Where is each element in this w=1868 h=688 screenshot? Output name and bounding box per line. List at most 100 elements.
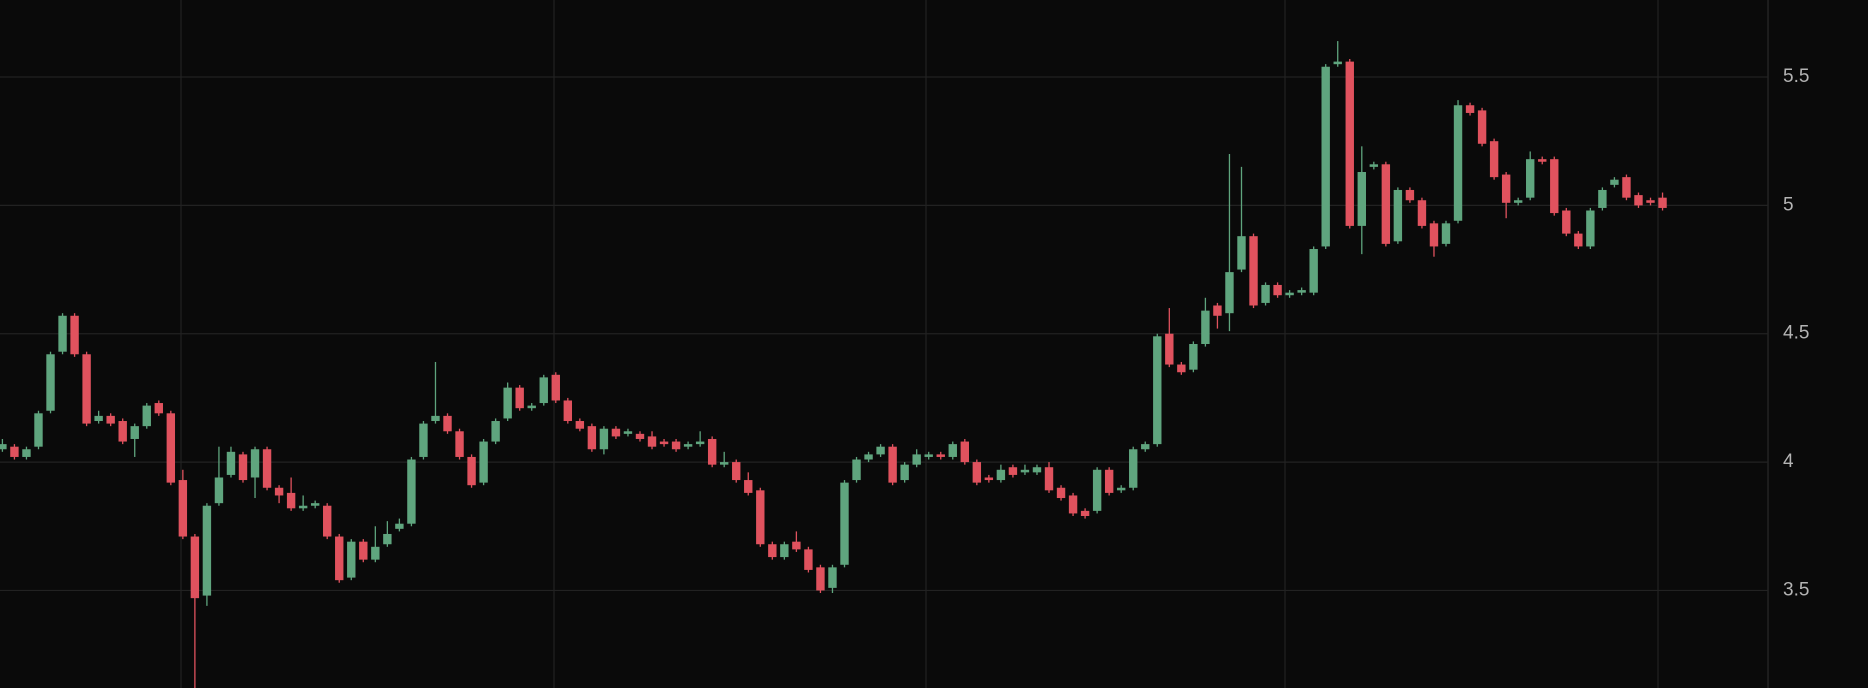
candle-body	[371, 546, 380, 560]
candle-body	[1056, 487, 1066, 499]
candle-body	[816, 567, 825, 591]
candle-body	[1273, 284, 1282, 296]
candle-body	[515, 387, 524, 409]
candle-body	[780, 544, 789, 558]
candle-body	[912, 454, 921, 465]
candle-body	[1622, 177, 1631, 198]
candle-body	[840, 482, 849, 565]
candle-body	[274, 487, 284, 496]
candle-body	[395, 523, 404, 529]
candle-body	[118, 421, 127, 442]
candle-body	[936, 454, 945, 457]
candle-body	[707, 438, 717, 465]
candle-body	[1165, 333, 1174, 365]
candle-body	[1044, 467, 1054, 491]
candle-body	[491, 421, 500, 442]
candle-body	[1249, 236, 1258, 306]
candle-body	[888, 446, 897, 483]
candle-body	[744, 480, 753, 493]
candle-body	[1405, 189, 1415, 201]
candle-body	[166, 413, 176, 483]
candle-body	[1321, 66, 1330, 247]
candle-body	[960, 441, 969, 463]
candle-body	[924, 454, 933, 457]
candle-body	[1453, 105, 1463, 221]
candle-body	[671, 441, 681, 450]
candle-body	[1646, 200, 1655, 203]
candle-body	[828, 567, 837, 588]
candle-body	[1297, 290, 1306, 293]
candle-body	[22, 449, 31, 457]
candle-body	[503, 387, 512, 419]
candle-body	[1104, 469, 1114, 493]
candle-body	[768, 544, 777, 558]
candle-body	[804, 549, 813, 570]
candle-body	[431, 415, 440, 422]
candle-body	[1513, 200, 1523, 203]
candle-body	[1177, 364, 1186, 373]
candle-body	[551, 374, 560, 401]
candle-body	[1369, 164, 1379, 167]
candle-body	[1574, 233, 1583, 247]
y-tick-label: 5.5	[1783, 66, 1809, 87]
candle-body	[250, 449, 260, 478]
candle-body	[58, 315, 67, 352]
candle-body	[419, 423, 428, 457]
candle-body	[202, 505, 212, 596]
candle-body	[852, 459, 861, 481]
candle-body	[1429, 223, 1439, 247]
candle-body	[443, 415, 452, 432]
candle-body	[46, 354, 55, 411]
candle-body	[298, 505, 308, 509]
candle-body	[1526, 159, 1535, 198]
candle-body	[1586, 210, 1595, 247]
candle-body	[792, 541, 801, 550]
candle-body	[82, 354, 91, 424]
candle-body	[1141, 444, 1150, 450]
candle-body	[1237, 236, 1246, 270]
candle-body	[1345, 61, 1354, 226]
candle-body	[635, 433, 645, 439]
candle-body	[1201, 310, 1210, 344]
candle-body	[720, 462, 729, 465]
y-tick-label: 4	[1783, 451, 1794, 472]
candle-body	[1610, 179, 1619, 185]
candle-body	[611, 428, 621, 437]
candle-body	[407, 459, 416, 524]
candle-body	[1441, 223, 1451, 244]
candle-body	[1357, 172, 1366, 226]
candle-body	[756, 490, 765, 545]
candle-body	[1598, 189, 1607, 208]
candle-body	[1225, 272, 1234, 314]
candle-body	[1068, 495, 1078, 514]
candle-body	[527, 405, 536, 409]
candle-body	[0, 444, 7, 450]
candle-body	[695, 441, 705, 445]
candle-body	[1393, 189, 1403, 242]
candle-body	[1309, 249, 1318, 293]
y-tick-label: 3.5	[1783, 579, 1809, 600]
candle-body	[310, 503, 320, 506]
candle-body	[539, 377, 548, 404]
candle-body	[359, 541, 368, 560]
candle-body	[1477, 110, 1487, 144]
candle-body	[479, 441, 488, 483]
candle-body	[864, 454, 873, 460]
candle-body	[178, 480, 188, 537]
candle-body	[900, 464, 909, 481]
candle-body	[1417, 200, 1427, 226]
candle-body	[1080, 510, 1090, 516]
candle-body	[972, 462, 982, 483]
candle-body	[94, 415, 103, 422]
candle-body	[1562, 210, 1571, 234]
candle-body	[1213, 305, 1222, 316]
candle-body	[383, 533, 392, 545]
candle-body	[683, 444, 693, 447]
candle-body	[226, 451, 236, 475]
candle-body	[1020, 469, 1030, 473]
candle-body	[10, 446, 19, 457]
candle-body	[1116, 487, 1126, 491]
candle-body	[1129, 449, 1138, 488]
